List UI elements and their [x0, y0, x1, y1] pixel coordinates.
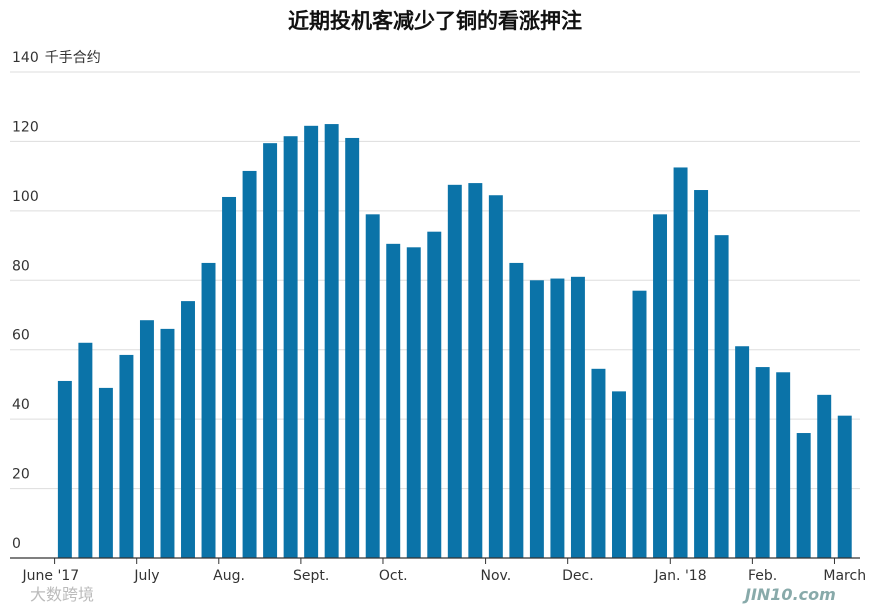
- bar: [119, 354, 134, 558]
- bar: [222, 196, 237, 558]
- bar: [447, 184, 462, 559]
- bar: [283, 136, 298, 558]
- bar: [817, 394, 832, 558]
- x-tick-label: Aug.: [213, 568, 245, 584]
- bar: [714, 235, 729, 558]
- y-unit: 千手合约: [45, 50, 101, 66]
- bar: [735, 346, 750, 558]
- y-tick-label: 0: [12, 536, 21, 552]
- x-tick-label: Oct.: [379, 568, 408, 584]
- y-tick-label: 40: [12, 397, 30, 413]
- bar: [201, 262, 216, 558]
- x-tick-label: Sept.: [293, 568, 329, 584]
- bar: [263, 143, 278, 558]
- x-tick-label: Jan. '18: [653, 568, 706, 584]
- bar: [427, 231, 442, 558]
- bar: [386, 243, 401, 559]
- bar: [653, 214, 668, 559]
- bar: [57, 380, 72, 558]
- bar: [160, 328, 175, 558]
- bar: [837, 415, 852, 558]
- x-tick-label: Feb.: [748, 568, 777, 584]
- bar: [181, 301, 195, 558]
- bar: [632, 290, 647, 558]
- bar: [694, 190, 709, 558]
- bar: [488, 195, 503, 558]
- bar: [139, 320, 154, 558]
- bar: [406, 247, 421, 559]
- bar: [673, 167, 688, 558]
- bar: [776, 372, 791, 558]
- bar: [591, 368, 606, 558]
- x-tick-label: Dec.: [562, 568, 594, 584]
- bar: [612, 391, 626, 558]
- y-tick-label: 100: [12, 189, 39, 205]
- x-tick-label: July: [133, 568, 159, 584]
- bar: [98, 387, 113, 558]
- bar: [78, 342, 93, 558]
- bar: [304, 125, 319, 559]
- bar: [529, 280, 544, 558]
- bar: [468, 183, 483, 559]
- bar: [345, 137, 360, 558]
- watermark: JIN10.com: [742, 585, 836, 604]
- bar: [550, 278, 565, 558]
- bar: [324, 124, 339, 559]
- bar: [242, 170, 257, 558]
- bar: [509, 262, 524, 558]
- x-tick-label: Nov.: [481, 568, 512, 584]
- y-tick-label: 120: [12, 119, 39, 135]
- watermark: 大数跨境: [30, 585, 94, 604]
- chart-title: 近期投机客减少了铜的看涨押注: [288, 9, 582, 33]
- y-tick-label: 80: [12, 258, 30, 274]
- bar: [755, 367, 770, 558]
- y-tick-label: 140: [12, 50, 39, 66]
- x-tick-label: June '17: [22, 568, 80, 584]
- y-tick-label: 60: [12, 328, 30, 344]
- bar: [796, 433, 811, 558]
- x-tick-label: March: [823, 568, 866, 584]
- bar: [365, 214, 380, 559]
- bar: [570, 276, 585, 558]
- y-tick-label: 20: [12, 467, 30, 483]
